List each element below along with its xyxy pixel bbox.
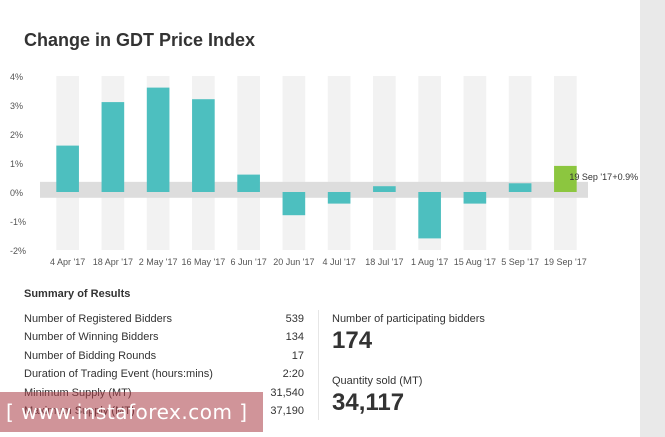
summary-title: Summary of Results: [24, 288, 131, 300]
bar: [327, 192, 351, 204]
column-background: [554, 76, 577, 250]
x-tick-label: 5 Sep '17: [501, 257, 539, 267]
summary-row-value: 37,190: [270, 404, 304, 417]
summary-row: Number of Bidding Rounds 17: [24, 350, 304, 368]
summary-row-label: Duration of Trading Event (hours:mins): [24, 368, 213, 381]
x-tick-label: 15 Aug '17: [454, 257, 496, 267]
summary-row-label: Number of Winning Bidders: [24, 331, 159, 344]
bar: [418, 192, 441, 239]
bar: [101, 102, 125, 192]
summary-row-value: 17: [291, 349, 304, 362]
y-tick-label: -2%: [10, 246, 26, 256]
bar: [146, 87, 170, 192]
x-tick-label: 2 May '17: [139, 257, 178, 267]
x-tick-label: 19 Sep '17: [544, 257, 587, 267]
column-background: [373, 76, 396, 250]
y-tick-label: 3%: [10, 101, 23, 111]
summary-row: Duration of Trading Event (hours:mins) 2:…: [24, 368, 304, 386]
x-tick-label: 18 Apr '17: [93, 257, 133, 267]
x-tick-label: 20 Jun '17: [273, 257, 314, 267]
bar: [56, 145, 79, 192]
participating-bidders-label: Number of participating bidders: [332, 313, 485, 325]
x-tick-label: 18 Jul '17: [365, 257, 403, 267]
x-tick-label: 6 Jun '17: [231, 257, 267, 267]
bar: [463, 192, 487, 204]
summary-row-value: 2:20: [282, 368, 304, 381]
column-background: [237, 76, 260, 250]
y-tick-label: 2%: [10, 130, 23, 140]
summary-row: Number of Winning Bidders 134: [24, 331, 304, 349]
zero-band: [40, 181, 588, 198]
participating-bidders-value: 174: [332, 327, 373, 354]
bar: [192, 99, 215, 192]
y-tick-label: -1%: [10, 217, 26, 227]
summary-row-value: 539: [285, 313, 304, 325]
summary-row-label: Number of Registered Bidders: [24, 313, 172, 325]
bar: [237, 174, 260, 192]
summary-row: Number of Registered Bidders 539: [24, 313, 304, 331]
column-background: [508, 76, 532, 250]
x-tick-label: 16 May '17: [182, 257, 226, 267]
summary-row-value: 31,540: [270, 386, 304, 399]
section-divider: [318, 310, 319, 420]
bar: [508, 183, 532, 192]
x-tick-label: 4 Jul '17: [323, 257, 356, 267]
bar: [282, 192, 306, 216]
bar: [373, 186, 396, 192]
column-background: [282, 76, 306, 250]
page-title: Change in GDT Price Index: [24, 30, 256, 50]
annotation-value: +0.9%: [612, 172, 638, 182]
quantity-sold-value: 34,117: [332, 389, 405, 416]
summary-row-label: Number of Bidding Rounds: [24, 349, 157, 362]
gdt-price-index-chart: 4% 3% 2% 1% 0% -1% -2% 4 Apr '17 18 Apr '17 2 May…: [10, 72, 638, 267]
y-tick-label: 0%: [10, 188, 23, 198]
y-tick-label: 4%: [10, 72, 23, 82]
bar: [554, 165, 577, 192]
summary-row-value: 134: [285, 331, 304, 344]
quantity-sold-label: Quantity sold (MT): [332, 375, 423, 387]
annotation-date: 19 Sep '17: [569, 172, 612, 182]
right-gutter: [640, 0, 665, 437]
watermark: [ www.instaforex.com ]: [0, 392, 263, 432]
column-background: [327, 76, 351, 250]
x-tick-label: 1 Aug '17: [411, 257, 448, 267]
y-tick-label: 1%: [10, 159, 23, 169]
column-background: [463, 76, 487, 250]
x-tick-label: 4 Apr '17: [50, 257, 85, 267]
